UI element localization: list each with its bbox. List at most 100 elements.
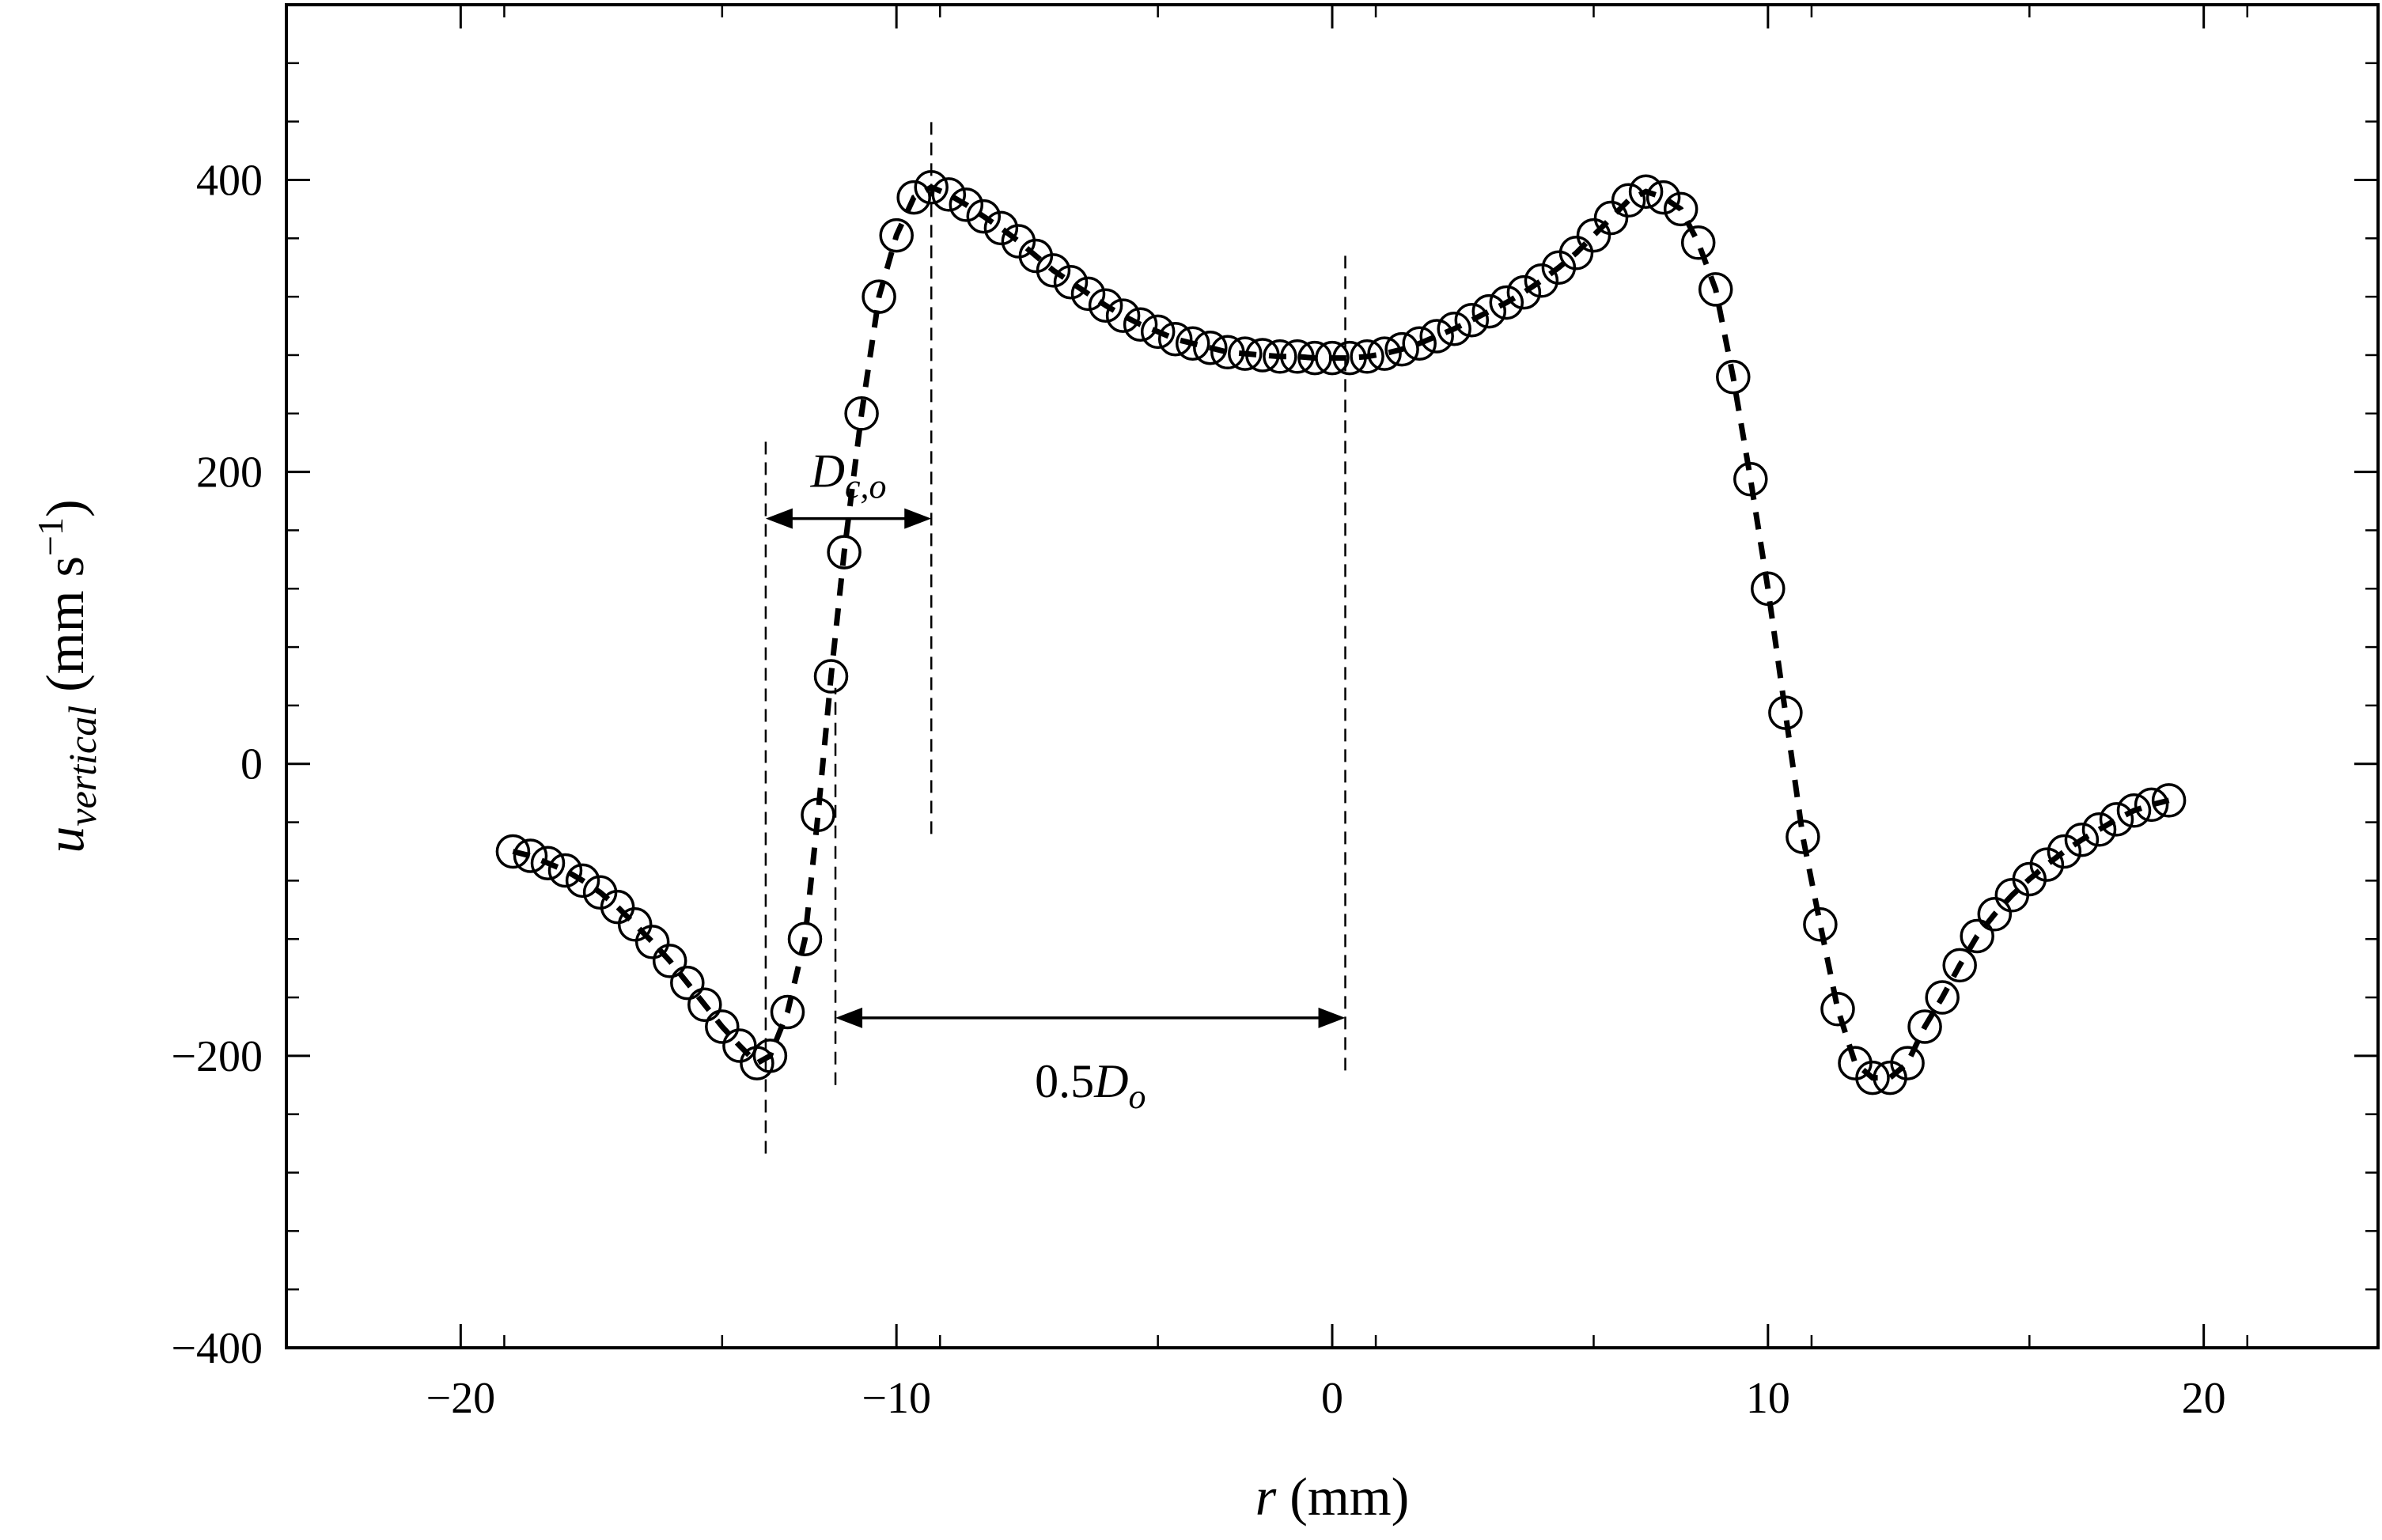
y-axis-unit-sup: −1 xyxy=(30,517,70,556)
data-point xyxy=(670,965,705,1001)
data-point xyxy=(652,944,687,978)
data-point xyxy=(1489,285,1524,320)
vertical-guide-lines xyxy=(764,118,1346,1154)
annotation-half-d-o-prefix: 0.5 xyxy=(1035,1055,1094,1107)
data-point xyxy=(1716,359,1751,395)
data-point xyxy=(1558,236,1594,271)
data-point xyxy=(949,187,984,222)
data-point xyxy=(1053,264,1089,300)
data-point xyxy=(1942,948,1977,983)
data-point xyxy=(2047,834,2082,869)
y-tick-label: −400 xyxy=(171,1324,263,1373)
data-point xyxy=(1105,298,1141,333)
data-point xyxy=(2029,847,2065,882)
annotation-half-d-o-label: 0.5Do xyxy=(1035,1055,1146,1116)
x-tick-labels: −20 −10 0 10 20 xyxy=(426,1374,2226,1423)
data-point xyxy=(1263,339,1297,374)
data-point xyxy=(1175,326,1210,361)
y-axis-title: uvertical (mm s−1) xyxy=(30,499,104,853)
data-point xyxy=(1210,335,1245,370)
data-point xyxy=(1820,992,1855,1027)
data-point xyxy=(2081,812,2117,847)
annotation-half-d-o-main: D xyxy=(1093,1055,1128,1107)
y-tick-label: −200 xyxy=(171,1032,263,1081)
annotation-half-d-o-sub: o xyxy=(1128,1077,1146,1116)
x-tick-label: 20 xyxy=(2182,1374,2226,1423)
y-tick-labels: −400 −200 0 200 400 xyxy=(171,156,263,1373)
data-point xyxy=(770,994,805,1030)
data-point xyxy=(844,396,879,431)
data-point xyxy=(722,1028,757,1063)
data-markers xyxy=(495,169,2187,1095)
x-tick-label: −10 xyxy=(862,1374,931,1423)
data-point xyxy=(1140,314,1176,350)
plot-frame xyxy=(285,3,2380,1349)
data-point xyxy=(896,180,931,215)
data-point xyxy=(1524,263,1559,298)
data-point xyxy=(1628,174,1664,209)
data-point xyxy=(931,177,967,212)
data-point xyxy=(565,863,600,899)
data-point xyxy=(1576,218,1611,253)
data-point xyxy=(1855,1060,1890,1095)
data-point xyxy=(1733,462,1768,497)
data-point xyxy=(634,925,670,959)
x-tick-label: −20 xyxy=(426,1374,496,1423)
data-point xyxy=(1907,1009,1942,1044)
data-point xyxy=(600,889,635,925)
y-tick-label: 400 xyxy=(196,156,263,205)
x-tick-label: 0 xyxy=(1321,1374,1343,1423)
data-point xyxy=(513,838,548,873)
data-point xyxy=(1471,293,1507,329)
y-tick-label: 0 xyxy=(240,740,263,789)
data-point xyxy=(813,659,849,694)
annotation-d-c-o-label: Dc,o xyxy=(810,445,887,506)
y-axis-sub: vertical xyxy=(60,706,104,827)
data-point xyxy=(1890,1046,1925,1080)
data-point xyxy=(862,279,896,314)
data-point xyxy=(1960,918,1994,954)
data-point xyxy=(2064,822,2100,857)
data-point xyxy=(1768,695,1803,730)
data-point xyxy=(1384,331,1419,367)
data-point xyxy=(1245,338,1280,373)
data-point xyxy=(2099,802,2134,837)
data-point xyxy=(1419,319,1454,354)
data-point xyxy=(617,907,653,942)
plot-area-border xyxy=(285,3,2380,1349)
data-point xyxy=(1297,340,1332,376)
y-tick-label: 200 xyxy=(196,448,263,498)
data-point xyxy=(1786,819,1820,854)
data-point xyxy=(687,987,722,1023)
data-point xyxy=(1593,200,1629,236)
data-point xyxy=(2116,793,2152,828)
data-point xyxy=(1088,288,1123,323)
data-point xyxy=(1663,191,1698,227)
data-point xyxy=(801,797,835,833)
annotation-d-c-o-sub: c,o xyxy=(845,467,887,506)
arrowhead-right-icon xyxy=(1318,1007,1346,1028)
data-point xyxy=(1925,980,1960,1015)
data-point xyxy=(1751,571,1786,607)
data-point xyxy=(547,853,583,888)
data-point xyxy=(752,1039,788,1073)
data-point xyxy=(1228,336,1263,371)
data-point xyxy=(914,169,949,205)
data-point xyxy=(1070,276,1106,312)
arrowhead-right-icon xyxy=(904,508,932,529)
x-axis-unit: (mm) xyxy=(1276,1466,1409,1527)
fit-line-path xyxy=(512,184,2170,1081)
data-point xyxy=(1454,302,1490,338)
data-point xyxy=(1645,180,1681,215)
data-point xyxy=(1977,897,2013,932)
data-point xyxy=(1315,340,1350,376)
data-point xyxy=(787,921,823,956)
arrowhead-left-icon xyxy=(835,1007,863,1028)
data-point xyxy=(1437,311,1471,346)
major-ticks xyxy=(286,5,2378,1349)
data-point xyxy=(1402,326,1437,361)
annotations: Dc,o 0.5Do xyxy=(765,445,1346,1116)
data-point xyxy=(966,199,1002,234)
data-point xyxy=(879,218,914,253)
